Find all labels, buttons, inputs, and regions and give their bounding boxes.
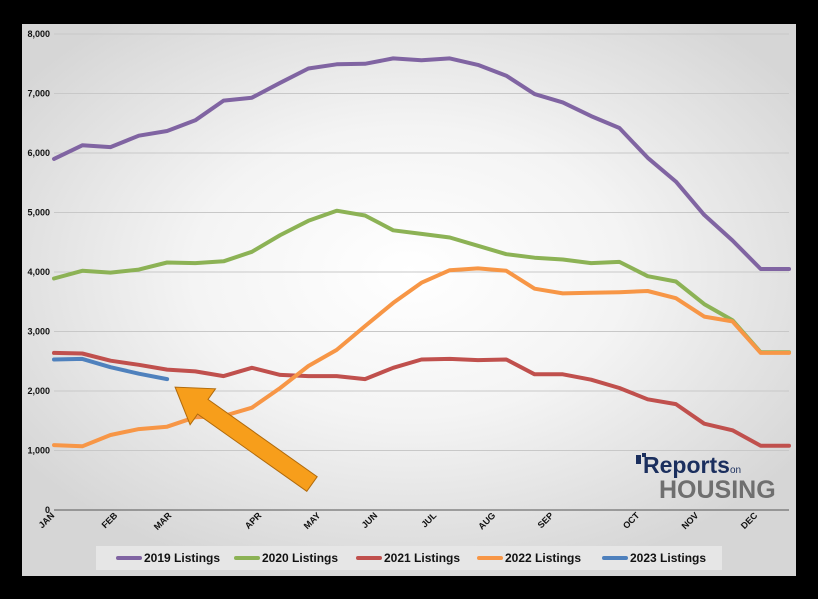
annotation-arrow [174, 386, 318, 492]
x-tick-label: APR [243, 510, 264, 531]
series-layer [52, 56, 791, 449]
annotation-arrow-shape [174, 386, 318, 492]
x-tick-label: AUG [476, 510, 497, 531]
legend-label: 2022 Listings [505, 551, 581, 565]
listings-chart: 0 1,000 2,000 3,000 4,000 5,000 6,000 7,000 8,00… [27, 29, 791, 570]
legend-label: 2020 Listings [262, 551, 338, 565]
y-tick-label: 2,000 [27, 386, 50, 396]
series-line-2023 [52, 356, 170, 382]
legend-label: 2019 Listings [144, 551, 220, 565]
reports-on-housing-logo: Reports on HOUSING [636, 452, 776, 504]
x-tick-label: MAR [152, 510, 174, 532]
x-tick-label: JUN [360, 510, 380, 530]
y-tick-label: 4,000 [27, 267, 50, 277]
logo-on-text: on [730, 465, 741, 476]
y-tick-label: 1,000 [27, 446, 50, 456]
series-line-2020 [52, 208, 791, 355]
logo-reports-text: Reports [643, 452, 730, 478]
legend-label: 2021 Listings [384, 551, 460, 565]
series-line-2019 [52, 56, 791, 271]
x-tick-label: JAN [37, 510, 57, 530]
legend-label: 2023 Listings [630, 551, 706, 565]
x-tick-label: JUL [419, 510, 438, 529]
logo-square-icon [642, 453, 646, 457]
y-tick-label: 8,000 [27, 29, 50, 39]
series-line-2022 [52, 266, 791, 449]
x-tick-label: OCT [621, 510, 642, 531]
y-tick-label: 6,000 [27, 148, 50, 158]
x-tick-label: NOV [680, 510, 701, 531]
logo-bar-icon [636, 455, 641, 464]
y-tick-label: 5,000 [27, 208, 50, 218]
x-tick-label: FEB [100, 510, 120, 530]
legend: 2019 Listings 2020 Listings 2021 Listings 2… [96, 546, 722, 570]
x-tick-label: DEC [739, 510, 760, 531]
chart-frame: 0 1,000 2,000 3,000 4,000 5,000 6,000 7,000 8,00… [22, 24, 796, 576]
x-tick-label: SEP [536, 510, 556, 530]
x-tick-label: MAY [302, 510, 323, 531]
grid-layer [54, 33, 789, 511]
y-tick-label: 3,000 [27, 327, 50, 337]
y-tick-label: 7,000 [27, 89, 50, 99]
series-line-2021 [52, 350, 791, 448]
y-tick-label: 0 [45, 505, 50, 515]
logo-housing-text: HOUSING [659, 476, 776, 504]
